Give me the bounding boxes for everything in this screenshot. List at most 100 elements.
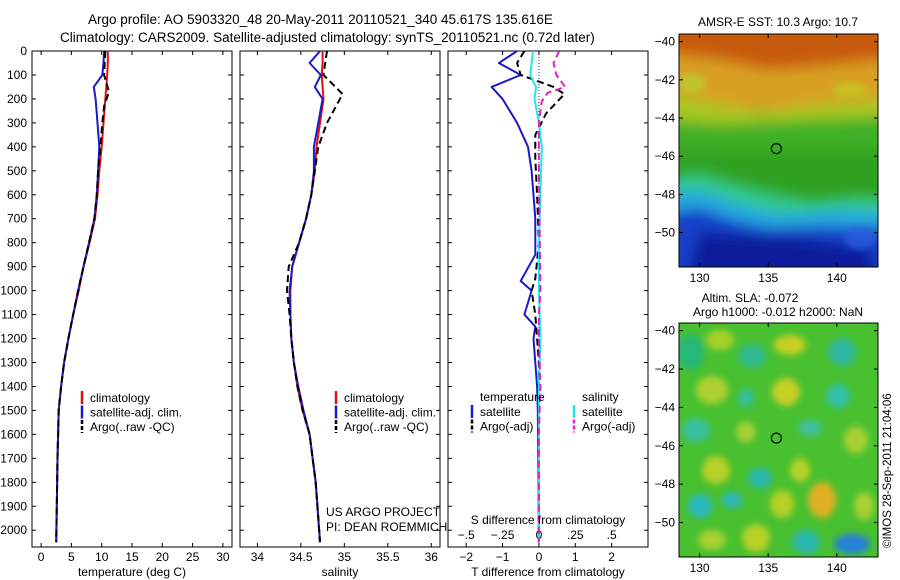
longitude-tick-label: 140	[827, 561, 847, 575]
salinity-x-axis-label: salinity	[322, 565, 359, 579]
pi-annotation: PI: DEAN ROEMMICH	[326, 520, 447, 534]
sla-heatmap	[679, 323, 878, 557]
x-tick-label: −1	[496, 550, 510, 564]
temperature-panel: 0100200300400500600700800900100011001200…	[0, 44, 233, 579]
sst-argo-location-marker	[770, 143, 783, 155]
x-tick-label: 35	[338, 550, 352, 564]
sla-map-frame	[678, 322, 879, 558]
depth-tick-label: 1300	[0, 355, 27, 369]
latitude-tick-label: −46	[655, 149, 676, 163]
x-tick-label: 10	[95, 550, 109, 564]
longitude-tick-label: 130	[690, 271, 710, 285]
temperature-x-axis-label: temperature (deg C)	[78, 565, 186, 579]
x-tick-label: 35.5	[376, 550, 400, 564]
x-tick-label: 0	[38, 550, 45, 564]
legend-label: climatology	[344, 391, 404, 405]
depth-tick-label: 0	[20, 44, 27, 58]
depth-tick-label: 2000	[0, 523, 27, 537]
series-line-satelliteadjclim	[288, 51, 324, 543]
s-diff-tick-label: −.5	[458, 528, 475, 542]
longitude-tick-label: 135	[758, 271, 778, 285]
x-tick-label: 1	[572, 550, 579, 564]
depth-tick-label: 1800	[0, 475, 27, 489]
x-tick-label: 20	[156, 550, 170, 564]
legend-group-title: temperature	[480, 390, 545, 404]
series-line-satellite	[529, 51, 543, 543]
depth-tick-label: 600	[7, 188, 27, 202]
series-line-satelliteadjclim	[55, 51, 106, 543]
depth-tick-label: 100	[7, 68, 27, 82]
latitude-tick-label: −40	[655, 35, 676, 49]
depth-tick-label: 1000	[0, 284, 27, 298]
figure-title-line1: Argo profile: AO 5903320_48 20-May-2011 …	[88, 12, 553, 27]
series-line-argorawqc	[55, 51, 110, 543]
sla-map-subtitle: Argo h1000: -0.012 h2000: NaN	[693, 305, 863, 319]
salinity-axes-frame	[239, 50, 441, 548]
s-diff-tick-label: −.25	[491, 528, 515, 542]
series-line-argoadj	[516, 51, 566, 543]
legend-label: satellite-adj. clim.	[344, 406, 436, 420]
longitude-tick-label: 130	[690, 561, 710, 575]
longitude-tick-label: 135	[758, 561, 778, 575]
legend-label: climatology	[90, 391, 150, 405]
depth-tick-label: 1700	[0, 451, 27, 465]
depth-tick-label: 400	[7, 140, 27, 154]
depth-tick-label: 1500	[0, 403, 27, 417]
latitude-tick-label: −42	[655, 362, 676, 376]
difference-panel: −2 −1 0 1 2−.5 −.25 0.25.5 S difference from c…	[447, 50, 649, 579]
depth-tick-label: 1400	[0, 379, 27, 393]
latitude-tick-label: −48	[655, 187, 676, 201]
x-tick-label: 34	[251, 550, 265, 564]
legend-label: Argo(-adj)	[480, 420, 533, 434]
salinity-panel: 34 34.5 35 35.5 36 salinity climatologysatel…	[239, 50, 447, 579]
depth-tick-label: 1600	[0, 427, 27, 441]
difference-axes-frame	[447, 50, 649, 548]
latitude-tick-label: −44	[655, 111, 676, 125]
series-line-argorawqc	[286, 51, 344, 543]
legend-label: satellite	[582, 405, 623, 419]
depth-tick-label: 1100	[1, 308, 27, 322]
latitude-tick-label: −48	[655, 477, 676, 491]
x-tick-label: 0	[536, 550, 543, 564]
sst-heatmap	[679, 34, 878, 267]
x-tick-label: 5	[68, 550, 75, 564]
imos-timestamp-stamp: ©IMOS 28-Sep-2011 21:04:06	[882, 393, 894, 548]
series-line-argoadj	[537, 51, 567, 543]
legend-label: Argo(-adj)	[582, 420, 635, 434]
x-tick-label: 30	[216, 550, 230, 564]
latitude-tick-label: −50	[655, 226, 676, 240]
sla-argo-location-marker	[770, 432, 783, 444]
legend-label: Argo(..raw -QC)	[344, 420, 429, 434]
x-tick-label: 25	[186, 550, 200, 564]
depth-tick-label: 1200	[0, 332, 27, 346]
figure-title-line2: Climatology: CARS2009. Satellite-adjuste…	[60, 30, 595, 45]
latitude-tick-label: −40	[655, 324, 676, 338]
depth-tick-label: 700	[7, 212, 27, 226]
s-diff-tick-label: .25	[567, 528, 584, 542]
x-tick-label: 15	[125, 550, 139, 564]
depth-tick-label: 200	[7, 92, 27, 106]
latitude-tick-label: −44	[655, 400, 676, 414]
x-tick-label: −2	[459, 550, 473, 564]
depth-tick-label: 900	[7, 260, 27, 274]
longitude-tick-label: 140	[827, 271, 847, 285]
x-tick-label: 36	[425, 550, 439, 564]
sst-map-title: AMSR-E SST: 10.3 Argo: 10.7	[698, 15, 858, 29]
x-tick-label: 34.5	[289, 550, 313, 564]
legend-group-title: salinity	[582, 390, 619, 404]
legend-label: satellite-adj. clim.	[90, 406, 182, 420]
project-annotation: US ARGO PROJECT	[326, 505, 441, 519]
s-difference-axis-label: S difference from climatology	[471, 513, 626, 527]
depth-tick-label: 500	[7, 164, 27, 178]
depth-tick-label: 300	[7, 116, 27, 130]
series-line-climatology	[55, 51, 109, 543]
legend-label: Argo(..raw -QC)	[90, 420, 175, 434]
series-line-satellite	[490, 51, 540, 543]
s-diff-tick-label: .5	[607, 528, 617, 542]
depth-tick-label: 1900	[0, 499, 27, 513]
sst-map-panel: AMSR-E SST: 10.3 Argo: 10.7 130 135 140 −40…	[655, 15, 879, 285]
legend-label: satellite	[480, 405, 521, 419]
t-difference-axis-label: T difference from climatology	[471, 565, 625, 579]
